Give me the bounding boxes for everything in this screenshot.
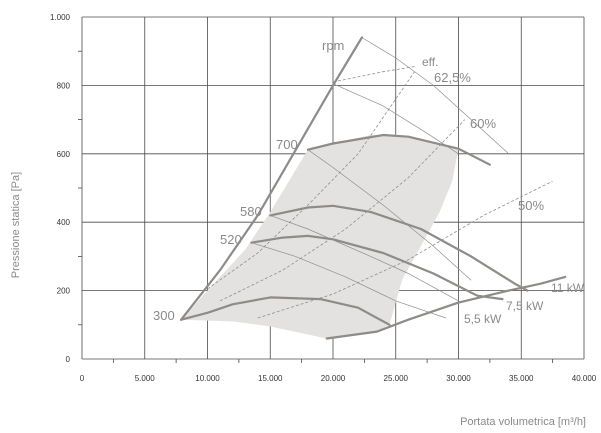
isopressure-line xyxy=(251,242,447,319)
efficiency-line xyxy=(257,180,553,319)
series-line xyxy=(180,296,391,326)
y-tick-label: 200 xyxy=(57,287,71,296)
isopressure-lines xyxy=(251,37,509,319)
x-tick-label: 40.000 xyxy=(572,374,597,383)
x-tick-label: 15.000 xyxy=(258,374,283,383)
isopressure-line xyxy=(270,215,459,302)
power-11kw-label: 11 kW xyxy=(551,281,585,295)
x-tick-label: 10.000 xyxy=(195,374,220,383)
series-line xyxy=(180,36,363,321)
y-tick-label: 600 xyxy=(57,150,71,159)
x-tick-label: 30.000 xyxy=(446,374,471,383)
x-tick-label: 25.000 xyxy=(384,374,409,383)
series-group xyxy=(180,36,567,340)
rpm-300-label: 300 xyxy=(153,308,175,323)
series-line xyxy=(250,234,504,301)
y-tick-label: 400 xyxy=(57,218,71,227)
efficiency-line xyxy=(207,71,415,290)
y-tick-label: 0 xyxy=(66,355,71,364)
rpm-580-label: 580 xyxy=(240,204,262,219)
power-5-5kw-label: 5,5 kW xyxy=(464,312,502,326)
series-line xyxy=(269,204,529,292)
series-line xyxy=(306,133,491,166)
y-axis-label: Pressione statica [Pa] xyxy=(10,172,22,278)
series-line xyxy=(325,275,567,340)
efficiency-line xyxy=(332,66,415,83)
efficiency-60-label: 60% xyxy=(470,116,496,131)
isopressure-line xyxy=(307,149,472,281)
x-tick-label: 0 xyxy=(80,374,85,383)
isopressure-line xyxy=(332,83,459,155)
x-tick-label: 20.000 xyxy=(321,374,346,383)
y-tick-label: 800 xyxy=(57,81,71,90)
efficiency-62-5-label: 62,5% xyxy=(434,70,471,85)
rpm-520-label: 520 xyxy=(220,232,242,247)
x-tick-label: 5.000 xyxy=(135,374,156,383)
axis-ticks: 0 5.000 10.000 15.000 20.000 25.000 30.000 35.0… xyxy=(50,13,597,383)
x-axis-label: Portata volumetrica [m³/h] xyxy=(460,416,586,428)
rpm-700-label: 700 xyxy=(276,137,298,152)
efficiency-line xyxy=(219,119,466,302)
x-tick-label: 35.000 xyxy=(509,374,534,383)
isopressure-line xyxy=(361,37,509,155)
power-7-5kw-label: 7,5 kW xyxy=(506,299,544,313)
efficiency-50-label: 50% xyxy=(518,198,544,213)
rpm-label: rpm xyxy=(322,38,344,53)
y-tick-label: 1.000 xyxy=(50,13,71,22)
efficiency-lines xyxy=(207,66,553,319)
efficiency-label: eff. xyxy=(422,55,438,69)
